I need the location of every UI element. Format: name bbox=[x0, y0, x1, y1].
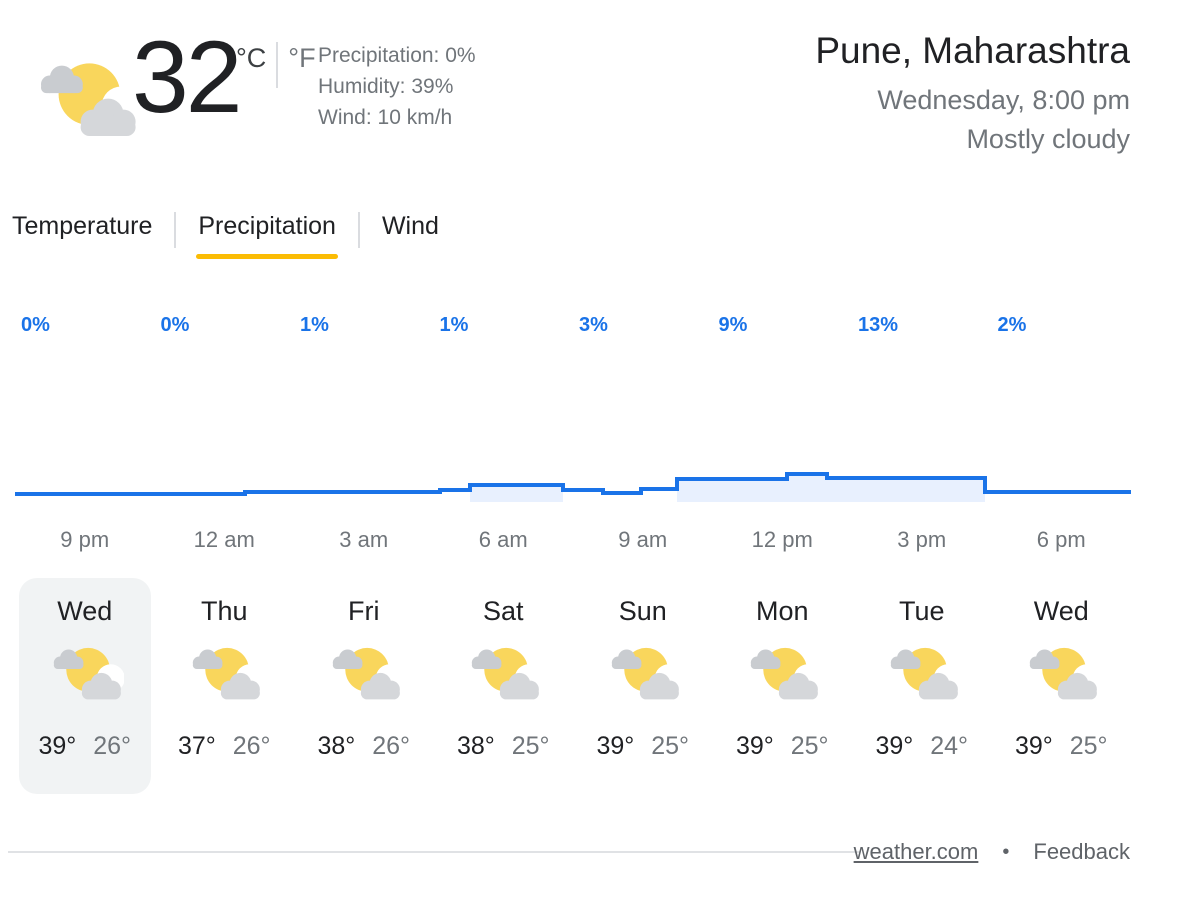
day-card-sat-3[interactable]: Sat 38° 25° bbox=[437, 578, 569, 794]
high-temp: 39° bbox=[1014, 732, 1053, 760]
day-name: Thu bbox=[200, 596, 248, 626]
mostly-cloudy-night-icon bbox=[193, 647, 265, 700]
time-label: 9 am bbox=[618, 527, 668, 552]
low-temp: 25° bbox=[511, 732, 550, 760]
precip-percent-label: 1% bbox=[300, 314, 329, 336]
current-details: Precipitation: 0% Humidity: 39% Wind: 10… bbox=[318, 40, 476, 133]
precip-percent-label: 0% bbox=[21, 314, 50, 336]
time-label: 12 am bbox=[193, 527, 255, 552]
unit-toggle: °C °F bbox=[236, 42, 316, 88]
high-temp: 38° bbox=[317, 732, 356, 760]
precip-percent-label: 2% bbox=[997, 314, 1027, 336]
tab-wind[interactable]: Wind bbox=[380, 208, 441, 261]
day-temps: 39° 25° bbox=[577, 732, 709, 761]
mostly-cloudy-night-icon bbox=[611, 647, 683, 700]
low-temp: 26° bbox=[93, 732, 132, 760]
day-temps: 39° 25° bbox=[716, 732, 848, 761]
time-label: 6 am bbox=[478, 527, 528, 552]
low-temp: 25° bbox=[790, 732, 829, 760]
mostly-cloudy-night-icon bbox=[472, 647, 544, 700]
precip-percent-label: 9% bbox=[718, 314, 748, 336]
low-temp: 26° bbox=[232, 732, 271, 760]
day-temps: 38° 26° bbox=[298, 732, 430, 761]
time-label: 9 pm bbox=[60, 527, 110, 552]
day-card-tue-6[interactable]: Tue 39° 24° bbox=[856, 578, 988, 794]
time-label: 6 pm bbox=[1036, 527, 1086, 552]
current-temperature: 32 bbox=[132, 20, 242, 134]
day-temps: 39° 26° bbox=[19, 732, 151, 761]
weather-source-link[interactable]: weather.com bbox=[853, 839, 979, 864]
day-name: Wed bbox=[1033, 596, 1089, 626]
precip-percent-label: 1% bbox=[439, 314, 469, 336]
high-temp: 37° bbox=[177, 732, 216, 760]
footer: weather.com • Feedback bbox=[854, 839, 1130, 865]
tab-divider bbox=[357, 212, 360, 248]
day-card-fri-2[interactable]: Fri 38° 26° bbox=[298, 578, 430, 794]
location-name: Pune, Maharashtra bbox=[815, 30, 1130, 71]
celsius-toggle[interactable]: °C bbox=[236, 43, 267, 73]
time-label: 3 am bbox=[339, 527, 389, 552]
day-temps: 39° 24° bbox=[856, 732, 988, 761]
footer-divider bbox=[8, 851, 860, 853]
feedback-link[interactable]: Feedback bbox=[1033, 839, 1130, 864]
day-card-thu-1[interactable]: Thu 37° 26° bbox=[158, 578, 290, 794]
tab-label: Precipitation bbox=[198, 212, 336, 240]
time-label: 12 pm bbox=[751, 527, 813, 552]
tab-divider bbox=[174, 212, 177, 248]
high-temp: 39° bbox=[735, 732, 774, 760]
mostly-cloudy-night-icon bbox=[1030, 647, 1102, 700]
humidity-detail: Humidity: 39% bbox=[318, 75, 454, 98]
day-temps: 37° 26° bbox=[158, 732, 290, 761]
day-temps: 39° 25° bbox=[995, 732, 1127, 761]
day-card-wed-0[interactable]: Wed 39° 26° bbox=[18, 578, 151, 794]
location-datetime: Wednesday, 8:00 pm bbox=[877, 84, 1130, 115]
mostly-cloudy-night-icon bbox=[890, 647, 962, 700]
precip-chart[interactable] bbox=[0, 440, 1200, 520]
precipitation-detail: Precipitation: 0% bbox=[318, 44, 476, 67]
location-block: Pune, Maharashtra Wednesday, 8:00 pm Mos… bbox=[815, 30, 1130, 155]
footer-separator: • bbox=[1002, 840, 1010, 863]
high-temp: 38° bbox=[456, 732, 495, 760]
tab-temperature[interactable]: Temperature bbox=[10, 208, 154, 261]
time-label: 3 pm bbox=[897, 527, 947, 552]
day-name: Tue bbox=[898, 596, 945, 626]
tabs: Temperature Precipitation Wind bbox=[10, 208, 461, 261]
high-temp: 39° bbox=[596, 732, 635, 760]
low-temp: 26° bbox=[372, 732, 411, 760]
day-temps: 38° 25° bbox=[437, 732, 569, 761]
tab-label: Temperature bbox=[12, 212, 153, 240]
precip-percent-label: 0% bbox=[160, 314, 190, 336]
high-temp: 39° bbox=[875, 732, 914, 760]
mostly-cloudy-night-icon bbox=[332, 647, 404, 700]
tab-precipitation[interactable]: Precipitation bbox=[196, 208, 338, 261]
day-card-sun-4[interactable]: Sun 39° 25° bbox=[577, 578, 709, 794]
low-temp: 25° bbox=[1069, 732, 1108, 760]
wind-detail: Wind: 10 km/h bbox=[318, 106, 453, 129]
weather-condition: Mostly cloudy bbox=[966, 123, 1130, 154]
day-name: Mon bbox=[755, 596, 809, 626]
day-name: Sun bbox=[618, 596, 667, 626]
tab-label: Wind bbox=[381, 212, 439, 240]
unit-divider bbox=[276, 42, 279, 88]
mostly-cloudy-night-icon bbox=[751, 647, 823, 700]
active-tab-underline bbox=[196, 254, 338, 259]
day-name: Fri bbox=[348, 596, 380, 626]
day-card-mon-5[interactable]: Mon 39° 25° bbox=[716, 578, 848, 794]
precip-percent-label: 13% bbox=[858, 314, 899, 336]
low-temp: 24° bbox=[930, 732, 969, 760]
day-card-wed-7[interactable]: Wed 39° 25° bbox=[995, 578, 1127, 794]
mostly-cloudy-night-icon bbox=[41, 63, 140, 136]
fahrenheit-toggle[interactable]: °F bbox=[288, 43, 316, 73]
day-name: Wed bbox=[57, 596, 113, 626]
mostly-cloudy-night-icon bbox=[53, 647, 125, 700]
low-temp: 25° bbox=[651, 732, 690, 760]
precip-percent-label: 3% bbox=[579, 314, 608, 336]
day-name: Sat bbox=[482, 596, 524, 626]
high-temp: 39° bbox=[38, 732, 77, 760]
